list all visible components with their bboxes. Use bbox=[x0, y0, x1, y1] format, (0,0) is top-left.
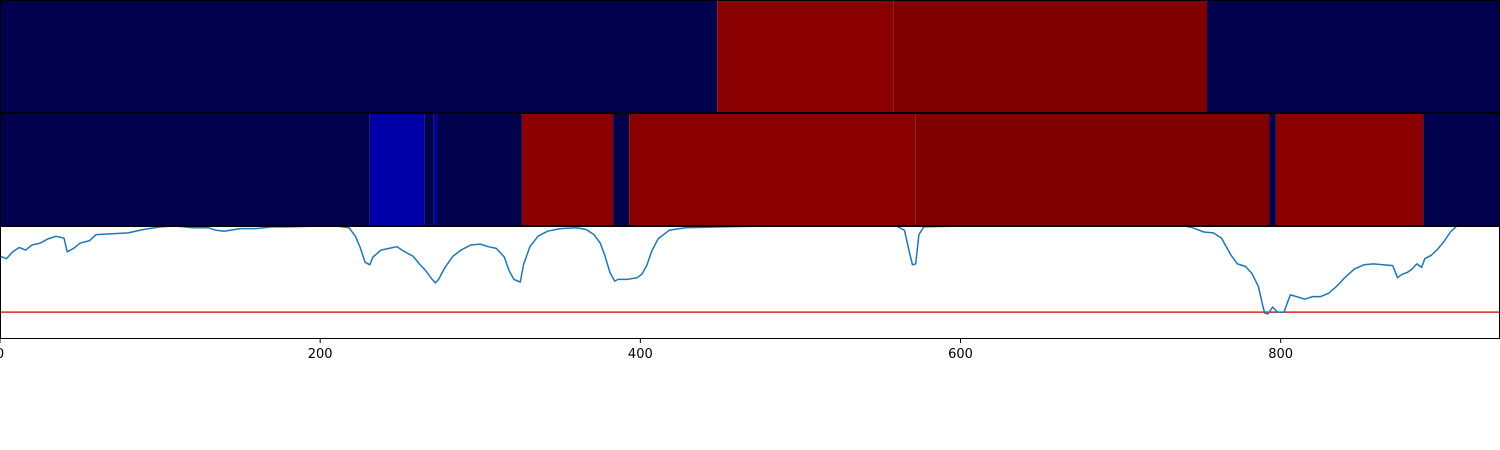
x-tick-label-2: 400 bbox=[628, 347, 653, 362]
x-tick-label-4: 800 bbox=[1268, 347, 1293, 362]
heatmap-middle-cell-11 bbox=[1423, 113, 1500, 225]
heatmap-middle-cell-7 bbox=[629, 113, 916, 225]
heatmap-middle-cell-1 bbox=[369, 113, 425, 225]
heatmap-middle-cell-5 bbox=[521, 113, 614, 225]
heatmap-middle-cell-2 bbox=[424, 113, 434, 225]
heatmap-middle-cell-8 bbox=[915, 113, 1270, 225]
heatmap-middle-cell-3 bbox=[433, 113, 438, 225]
heatmap-middle-cell-6 bbox=[613, 113, 630, 225]
heatmap-top-cell-3 bbox=[1207, 0, 1500, 112]
series-line-0 bbox=[0, 226, 1500, 315]
x-tick-label-1: 200 bbox=[308, 347, 333, 362]
heatmap-top-cell-2 bbox=[893, 0, 1208, 112]
heatmap-top-cell-0 bbox=[0, 0, 718, 112]
heatmap-middle-cell-9 bbox=[1269, 113, 1276, 225]
x-tick-label-0: 0 bbox=[0, 347, 4, 362]
x-axis: 0 200 400 600 800 bbox=[0, 339, 1293, 362]
heatmap-middle-cell-10 bbox=[1275, 113, 1424, 225]
heatmap-middle-cell-0 bbox=[0, 113, 370, 225]
heatmap-middle-band bbox=[0, 113, 1500, 225]
heatmap-top-band bbox=[0, 0, 1500, 112]
line-plot-background bbox=[0, 226, 1500, 338]
heatmap-middle-cell-4 bbox=[437, 113, 522, 225]
x-tick-label-3: 600 bbox=[948, 347, 973, 362]
heatmap-top-cell-1 bbox=[717, 0, 894, 112]
